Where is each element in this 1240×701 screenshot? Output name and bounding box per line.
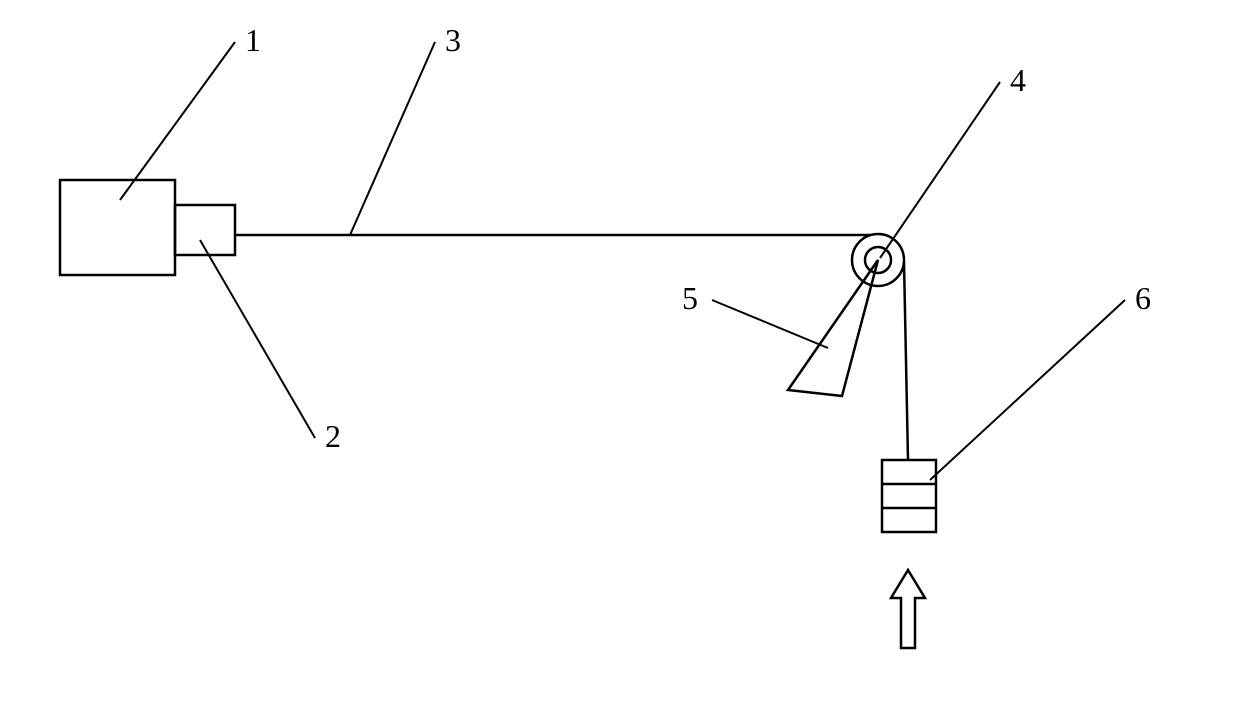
- label-3: 3: [445, 22, 461, 59]
- label-1: 1: [245, 22, 261, 59]
- leader-6: [930, 300, 1125, 480]
- label-4: 4: [1010, 62, 1026, 99]
- label-2: 2: [325, 418, 341, 455]
- hanging-line: [904, 262, 908, 460]
- leader-4: [880, 82, 1000, 258]
- leader-2: [200, 240, 315, 438]
- leader-1: [120, 42, 235, 200]
- diagram-svg: [0, 0, 1240, 696]
- leader-5: [712, 300, 828, 348]
- leader-3: [350, 42, 435, 235]
- up-arrow: [891, 570, 925, 648]
- pulley-bracket: [788, 260, 878, 396]
- label-5: 5: [682, 280, 698, 317]
- diagram-container: 1 2 3 4 5 6: [0, 0, 1240, 696]
- weight-block: [882, 460, 936, 532]
- label-6: 6: [1135, 280, 1151, 317]
- motor-body: [60, 180, 175, 275]
